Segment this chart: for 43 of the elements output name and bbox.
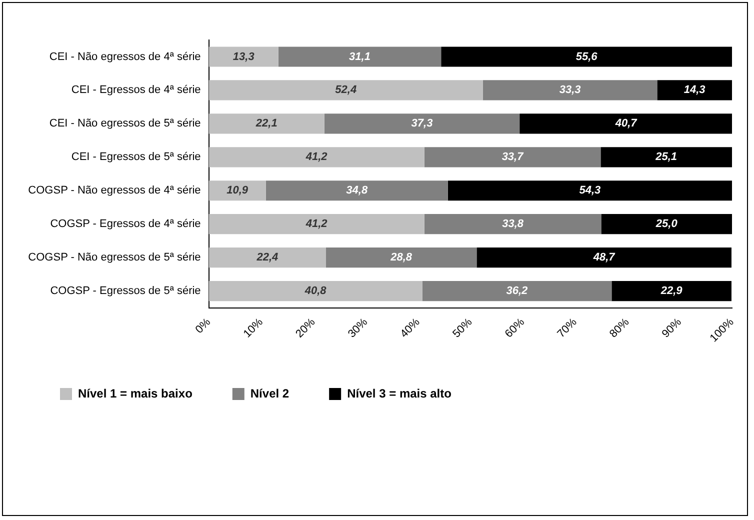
y-tick-label: CEI - Egressos de 4ª série — [71, 84, 201, 96]
data-label: 41,2 — [304, 151, 328, 164]
data-label: 25,1 — [654, 151, 678, 164]
data-label: 48,7 — [592, 252, 616, 264]
data-label: 40,7 — [614, 118, 638, 130]
x-tick-label: 90% — [660, 316, 684, 340]
y-tick-label: CEI - Não egressos de 5ª série — [49, 118, 201, 130]
data-label: 40,8 — [304, 285, 328, 298]
y-tick-label: COGSP - Egressos de 4ª série — [50, 218, 201, 230]
data-label: 55,6 — [576, 50, 598, 63]
data-label: 54,3 — [579, 184, 601, 197]
data-label: 36,2 — [506, 285, 528, 298]
data-label: 22,4 — [256, 252, 278, 264]
data-label: 34,8 — [346, 184, 368, 197]
legend-label: Nível 2 — [250, 386, 290, 400]
data-label: 25,0 — [654, 218, 678, 230]
data-label: 28,8 — [390, 252, 413, 264]
data-label: 22,9 — [660, 285, 684, 298]
data-label: 37,3 — [411, 118, 433, 130]
x-tick-label: 50% — [450, 316, 475, 340]
data-label: 33,3 — [559, 84, 581, 96]
legend-label: Nível 3 = mais alto — [347, 386, 452, 400]
x-tick-label: 60% — [502, 316, 528, 340]
y-tick-label: CEI - Não egressos de 4ª série — [49, 50, 201, 63]
data-label: 14,3 — [684, 84, 706, 96]
data-label: 52,4 — [335, 84, 357, 96]
legend-label: Nível 1 = mais baixo — [78, 386, 192, 400]
x-tick-label: 70% — [555, 316, 580, 340]
x-tick-label: 40% — [398, 316, 422, 340]
data-label: 22,1 — [254, 118, 278, 130]
y-tick-label: COGSP - Egressos de 5ª série — [50, 285, 201, 298]
data-label: 31,1 — [349, 50, 370, 63]
data-label: 33,7 — [502, 151, 524, 164]
data-label: 41,2 — [304, 218, 328, 230]
y-tick-label: COGSP - Não egressos de 4ª série — [28, 184, 201, 197]
x-tick-label: 30% — [346, 316, 370, 340]
y-tick-label: CEI - Egressos de 5ª série — [71, 151, 201, 164]
data-label: 10,9 — [226, 184, 249, 197]
data-label: 33,8 — [502, 218, 524, 230]
y-tick-label: COGSP - Não egressos de 5ª série — [28, 252, 201, 264]
data-label: 13,3 — [232, 50, 254, 63]
x-tick-label: 0% — [193, 316, 214, 336]
x-tick-label: 80% — [608, 316, 632, 340]
